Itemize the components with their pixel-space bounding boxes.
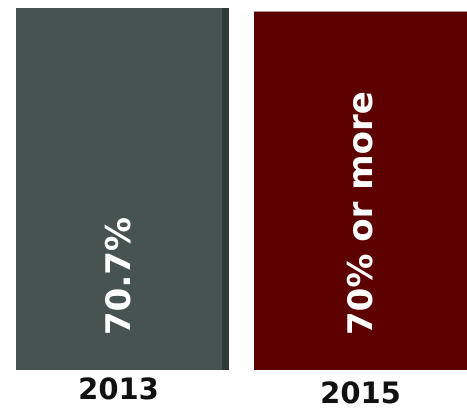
bar xyxy=(254,11,467,370)
bar-shadow xyxy=(222,8,229,370)
value-label: 70.7% xyxy=(99,217,139,335)
value-label: 70% or more xyxy=(341,91,381,335)
x-tick-label: 2015 xyxy=(320,376,401,410)
bar xyxy=(16,8,229,370)
x-tick-label: 2013 xyxy=(78,372,159,406)
